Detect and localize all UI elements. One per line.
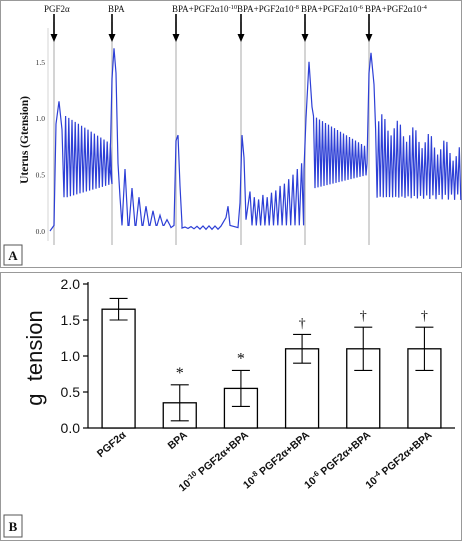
contraction-trace [49,48,462,232]
event-arrow-icon [172,34,180,42]
trace-y-tick-label: 0.5 [36,171,46,180]
event-arrow-icon [365,34,373,42]
bar-axes: 0.0 0.5 1.0 1.5 2.0 [61,276,455,436]
event-marker-label: PGF2α [44,4,70,14]
category-label-name: PGF2α [95,429,129,460]
category-label-name: PGF2α+BPA [316,429,373,480]
event-marker-exponent: -4 [421,4,427,11]
panel-a-label-box: A [3,244,23,266]
event-markers: PGF2α BPA BPA+PGF2α10-10 BPA+PGF2α10-8 BPA+P… [44,4,428,245]
category-label: 10-4 PGF2α+BPA [362,427,435,492]
category-label: BPA [166,429,190,452]
event-marker-label: BPA+PGF2α10-6 [301,4,364,15]
panel-a-label: A [8,248,18,263]
bar-y-tick-label: 1.5 [61,312,81,328]
trace-y-tick-label: 1.0 [36,114,46,123]
significance-mark: * [237,350,245,367]
significance-mark: † [360,309,367,324]
bars: * * † † † [101,297,442,429]
event-marker-label: BPA [108,4,125,14]
category-label: PGF2α [95,429,129,460]
event-arrow-icon [237,34,245,42]
significance-mark: * [176,365,184,382]
trace-y-tick-label: 0.0 [36,227,46,236]
bar-chart-panel: g tension 0.0 0.5 1.0 1.5 2.0 * * † † † PGF2α BPA… [0,272,462,541]
bar-y-tick-label: 2.0 [61,276,81,292]
trace-panel: Uterus (Gtension) 0.0 0.5 1.0 1.5 PGF2α BPA B… [0,0,462,268]
panel-b-label: B [9,519,18,534]
trace-y-axis-label: Uterus (Gtension) [19,96,31,184]
category-label-name: PGF2α+BPA [194,429,251,480]
bar-y-tick-label: 0.5 [61,384,81,400]
bar-y-axis-label: g tension [22,310,47,405]
event-marker-exponent: -10 [228,4,237,11]
significance-mark: † [421,309,428,324]
significance-mark: † [299,316,306,331]
category-label-name: PGF2α+BPA [255,429,312,480]
category-label-name: PGF2α+BPA [377,429,434,480]
event-marker-exponent: -6 [357,4,363,11]
event-marker-exponent: -8 [293,4,298,11]
trace-y-tick-label: 1.5 [36,58,46,67]
bar-y-tick-label: 0.0 [61,420,81,436]
category-label-exponent: -8 [248,469,259,480]
event-marker-label: BPA+PGF2α10-4 [365,4,428,15]
event-arrow-icon [50,34,58,42]
trace-y-ticks: 0.0 0.5 1.0 1.5 [36,28,49,241]
bar [101,308,136,429]
bar-y-tick-label: 1.0 [61,348,81,364]
category-label-name: BPA [166,429,190,452]
category-label-exponent: -4 [371,468,383,480]
event-marker-label: BPA+PGF2α10-10 [172,4,237,15]
event-arrow-icon [301,34,309,42]
panel-b-label-box: B [3,514,23,538]
category-label-exponent: -6 [309,469,320,480]
event-marker-label: BPA+PGF2α10-8 [237,4,299,15]
event-arrow-icon [108,34,116,42]
